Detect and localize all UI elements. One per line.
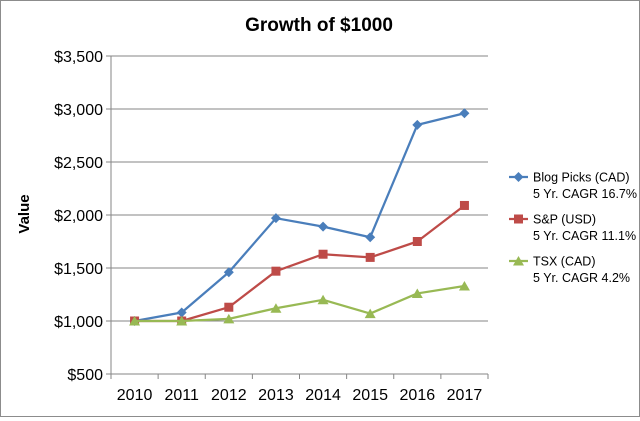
data-point — [411, 288, 423, 298]
data-point — [271, 266, 281, 276]
y-tick-label: $3,500 — [54, 49, 103, 66]
series-triangle — [129, 281, 470, 326]
x-tick-label: 2014 — [305, 387, 341, 404]
data-point — [224, 302, 234, 312]
series-line — [134, 204, 466, 323]
y-tick-label: $3,000 — [54, 102, 103, 119]
data-point — [317, 294, 329, 305]
x-tick-label: 2017 — [447, 387, 483, 404]
data-point — [412, 119, 423, 130]
legend-cagr: 5 Yr. CAGR 11.1% — [533, 229, 636, 243]
legend-entry: TSX (CAD) 5 Yr. CAGR 4.2% — [509, 255, 630, 285]
legend-marker — [513, 256, 524, 266]
data-point — [223, 313, 235, 324]
series-layer — [129, 108, 470, 326]
y-tick-label: $2,000 — [54, 208, 103, 225]
data-point — [129, 316, 141, 326]
y-axis-title: Value — [16, 194, 33, 233]
data-point — [365, 252, 375, 262]
y-tick-label: $1,500 — [54, 261, 103, 278]
data-point — [318, 221, 329, 232]
x-tick-labels: 2010 2011 2012 2013 2014 2015 2016 2017 — [110, 374, 489, 404]
x-tick-label: 2016 — [400, 387, 436, 404]
legend-marker — [513, 172, 524, 182]
series-line — [134, 112, 465, 323]
data-point — [412, 237, 422, 246]
data-point — [459, 108, 470, 119]
x-tick-label: 2015 — [352, 387, 388, 404]
y-tick-label: $500 — [67, 367, 103, 384]
y-tick-labels: $500 $1,000 $1,500 $2,000 $2,500 $3,000 $3,500 — [54, 49, 111, 384]
data-point — [270, 213, 281, 224]
y-tick-label: $1,000 — [54, 314, 103, 331]
legend-entry: Blog Picks (CAD) 5 Yr. CAGR 16.7% — [509, 171, 637, 201]
data-point — [365, 232, 376, 243]
data-point — [458, 281, 470, 291]
data-point — [318, 249, 328, 259]
x-tick-label: 2013 — [258, 387, 294, 404]
x-tick-label: 2012 — [211, 387, 247, 404]
x-tick-label: 2011 — [164, 387, 199, 404]
y-tick-label: $2,500 — [54, 155, 103, 172]
legend: Blog Picks (CAD) 5 Yr. CAGR 16.7% S&P (USD… — [509, 171, 637, 285]
gridlines — [111, 55, 488, 375]
legend-cagr: 5 Yr. CAGR 16.7% — [533, 187, 637, 201]
chart-title: Growth of $1000 — [245, 15, 393, 36]
x-tick-label: 2010 — [117, 387, 153, 404]
legend-entry: S&P (USD) 5 Yr. CAGR 11.1% — [509, 213, 636, 243]
data-point — [270, 303, 282, 313]
series-square — [130, 200, 469, 326]
data-point — [364, 308, 376, 319]
data-point — [176, 307, 187, 318]
legend-marker — [514, 214, 523, 224]
axes — [110, 56, 488, 375]
data-point — [459, 200, 469, 210]
legend-label: TSX (CAD) — [533, 255, 596, 269]
legend-label: Blog Picks (CAD) — [533, 171, 630, 185]
series-line — [134, 284, 465, 323]
legend-label: S&P (USD) — [533, 213, 596, 227]
data-point — [223, 267, 234, 278]
legend-cagr: 5 Yr. CAGR 4.2% — [533, 271, 630, 285]
data-point — [176, 316, 188, 326]
